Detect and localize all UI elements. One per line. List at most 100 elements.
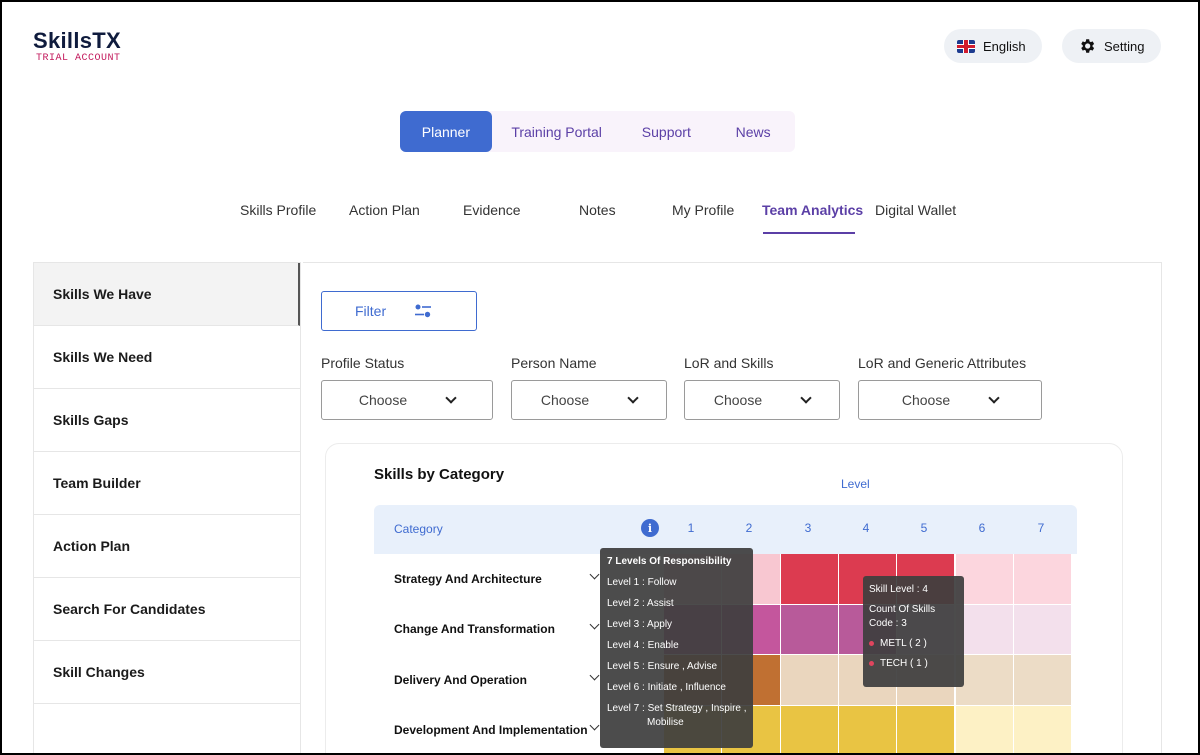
- sidebar: Skills We Have Skills We Need Skills Gap…: [33, 262, 301, 753]
- bullet-dot-icon: [869, 640, 874, 646]
- heatmap-cell[interactable]: [955, 655, 1014, 706]
- tab-training-portal[interactable]: Training Portal: [511, 123, 602, 140]
- filter-profile-status: Profile Status Choose: [321, 355, 493, 420]
- heatmap-cell[interactable]: [1013, 705, 1073, 753]
- subtab-digital-wallet[interactable]: Digital Wallet: [875, 202, 957, 218]
- level-line: Level 2 : Assist: [607, 598, 674, 609]
- subtab-evidence[interactable]: Evidence: [463, 202, 521, 218]
- levels-of-responsibility-tooltip: 7 Levels Of Responsibility Level 1 : Fol…: [600, 548, 753, 748]
- heatmap-cell[interactable]: [780, 705, 839, 753]
- heatmap-cell[interactable]: [897, 705, 956, 753]
- heatmap-cell[interactable]: [838, 705, 898, 753]
- active-tab-underline: [763, 232, 855, 234]
- level-line: Level 4 : Enable: [607, 640, 679, 651]
- level-line: Level 7 : Set Strategy , Inspire ,: [607, 703, 747, 714]
- heatmap-cell[interactable]: [1013, 604, 1073, 655]
- heatmap-cell[interactable]: [955, 705, 1014, 753]
- subtab-team-analytics[interactable]: Team Analytics: [762, 202, 864, 218]
- setting-button[interactable]: Setting: [1062, 29, 1161, 63]
- sidebar-item-action-plan[interactable]: Action Plan: [34, 515, 300, 578]
- heatmap-cell[interactable]: [1013, 554, 1073, 605]
- level-header-4: 4: [862, 521, 870, 535]
- heatmap-cell[interactable]: [955, 554, 1014, 605]
- count-line-1: Count Of Skills: [869, 604, 936, 615]
- sidebar-item-skill-changes[interactable]: Skill Changes: [34, 641, 300, 704]
- count-line-2: Code : 3: [869, 618, 907, 629]
- level-line: Level 6 : Initiate , Influence: [607, 682, 726, 693]
- main-nav: Planner Training Portal Support News: [400, 111, 795, 152]
- heatmap-cell[interactable]: [1013, 655, 1073, 706]
- heatmap-cell[interactable]: [780, 554, 839, 605]
- heatmap-cell[interactable]: [780, 604, 839, 655]
- skill-code-text: TECH ( 1 ): [880, 658, 928, 669]
- skill-level-tooltip: Skill Level : 4 Count Of Skills Code : 3…: [863, 576, 964, 687]
- sidebar-item-skills-gaps[interactable]: Skills Gaps: [34, 389, 300, 452]
- chevron-down-icon[interactable]: [589, 619, 600, 630]
- chevron-down-icon[interactable]: [589, 569, 600, 580]
- category-row-label[interactable]: Delivery And Operation: [394, 673, 527, 687]
- chevron-down-icon: [445, 392, 457, 404]
- skill-code-item: METL ( 2 ): [869, 638, 958, 649]
- level-header-6: 6: [978, 521, 986, 535]
- level-header-3: 3: [804, 521, 812, 535]
- tab-planner[interactable]: Planner: [400, 111, 492, 152]
- level-line: Level 3 : Apply: [607, 619, 673, 630]
- category-row-label[interactable]: Development And Implementation: [394, 723, 588, 737]
- language-label: English: [983, 38, 1026, 54]
- sidebar-item-skills-we-have[interactable]: Skills We Have: [34, 263, 300, 326]
- category-row-label[interactable]: Strategy And Architecture: [394, 572, 542, 586]
- sidebar-item-search-for-candidates[interactable]: Search For Candidates: [34, 578, 300, 641]
- subtab-my-profile[interactable]: My Profile: [672, 202, 735, 218]
- filter-person-name: Person Name Choose: [511, 355, 667, 420]
- lor-generic-select[interactable]: Choose: [858, 380, 1042, 420]
- level-line: Level 5 : Ensure , Advise: [607, 661, 718, 672]
- heatmap-cell[interactable]: [955, 604, 1014, 655]
- chevron-down-icon: [800, 392, 812, 404]
- matrix-header: Category i 1 2 3 4 5 6 7: [374, 505, 1077, 554]
- info-icon[interactable]: i: [641, 519, 659, 537]
- uk-flag-icon: [957, 39, 975, 53]
- heatmap-cell[interactable]: [780, 655, 839, 706]
- lor-skills-select[interactable]: Choose: [684, 380, 840, 420]
- select-value: Choose: [713, 392, 763, 408]
- chevron-down-icon[interactable]: [589, 720, 600, 731]
- level-axis-title: Level: [841, 477, 870, 491]
- skill-level-line: Skill Level : 4: [869, 584, 928, 595]
- level-header-2: 2: [745, 521, 753, 535]
- filter-lor-skills: LoR and Skills Choose: [684, 355, 840, 420]
- sidebar-item-team-builder[interactable]: Team Builder: [34, 452, 300, 515]
- brand-logo[interactable]: SkillsTX TRIAL ACCOUNT: [33, 28, 121, 64]
- level-header-7: 7: [1037, 521, 1045, 535]
- brand-name: SkillsTX: [33, 28, 121, 53]
- profile-status-select[interactable]: Choose: [321, 380, 493, 420]
- sub-nav: Skills Profile Action Plan Evidence Note…: [2, 202, 1198, 238]
- skill-code-item: TECH ( 1 ): [869, 658, 958, 669]
- setting-label: Setting: [1104, 38, 1145, 54]
- skill-code-text: METL ( 2 ): [880, 638, 927, 649]
- level-header-1: 1: [687, 521, 695, 535]
- level-header-5: 5: [920, 521, 928, 535]
- subtab-skills-profile[interactable]: Skills Profile: [240, 202, 317, 218]
- filter-button[interactable]: Filter: [321, 291, 477, 331]
- select-value: Choose: [358, 392, 408, 408]
- filter-label-lor-generic: LoR and Generic Attributes: [858, 355, 1027, 371]
- category-column-header: Category: [394, 522, 443, 536]
- chevron-down-icon: [988, 392, 1000, 404]
- sidebar-item-skills-we-need[interactable]: Skills We Need: [34, 326, 300, 389]
- filter-lor-generic: LoR and Generic Attributes Choose: [858, 355, 1042, 420]
- tab-news[interactable]: News: [735, 123, 771, 140]
- language-button[interactable]: English: [944, 29, 1042, 63]
- filter-label-person-name: Person Name: [511, 355, 597, 371]
- subtab-action-plan[interactable]: Action Plan: [349, 202, 420, 218]
- category-row-label[interactable]: Change And Transformation: [394, 622, 555, 636]
- bullet-dot-icon: [869, 660, 874, 666]
- select-value: Choose: [540, 392, 590, 408]
- select-value: Choose: [901, 392, 951, 408]
- person-name-select[interactable]: Choose: [511, 380, 667, 420]
- filter-label: Filter: [355, 303, 387, 319]
- chevron-down-icon[interactable]: [589, 670, 600, 681]
- tab-support[interactable]: Support: [641, 123, 691, 140]
- subtab-notes[interactable]: Notes: [579, 202, 616, 218]
- account-type-label: TRIAL ACCOUNT: [36, 53, 121, 64]
